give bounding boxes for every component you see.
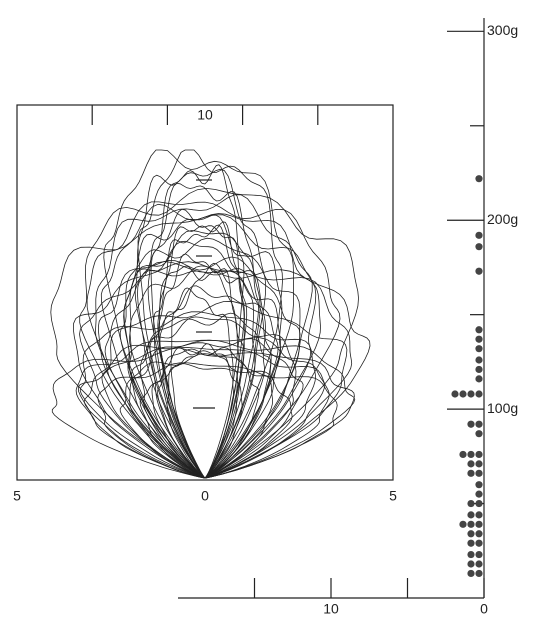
dot	[467, 530, 475, 538]
outline	[137, 208, 245, 479]
dot	[467, 469, 475, 477]
dot	[467, 460, 475, 468]
dot	[475, 356, 483, 364]
outline	[119, 237, 301, 479]
outline	[79, 311, 317, 479]
outline	[159, 287, 234, 479]
dot	[475, 335, 483, 343]
outline	[119, 353, 274, 479]
contour-frame	[16, 104, 394, 481]
top-label: 10	[197, 107, 213, 123]
dot	[475, 175, 483, 183]
outline	[95, 194, 313, 479]
dot	[459, 450, 467, 459]
dot	[467, 560, 475, 568]
outline	[147, 182, 260, 479]
dot	[475, 569, 483, 578]
outline	[79, 187, 359, 479]
dot	[459, 390, 467, 398]
outline	[123, 240, 266, 479]
outline	[150, 164, 245, 479]
dot	[459, 520, 467, 528]
dot	[475, 450, 483, 459]
dot	[475, 530, 483, 538]
dot	[467, 550, 475, 559]
dot	[475, 390, 483, 398]
outline	[137, 149, 283, 479]
dot	[475, 345, 483, 353]
outline	[72, 261, 371, 479]
dot	[475, 490, 483, 498]
dot	[475, 511, 483, 519]
outline	[151, 347, 260, 479]
outline	[51, 347, 330, 479]
outline	[97, 362, 338, 479]
dot	[475, 243, 483, 251]
dot	[475, 267, 483, 275]
x-tick-label: 5	[13, 488, 21, 504]
dot	[467, 511, 475, 519]
dot	[475, 430, 483, 438]
outline	[83, 337, 325, 479]
outline	[157, 347, 243, 479]
dot	[467, 390, 475, 398]
dot	[475, 550, 483, 559]
outline	[86, 201, 341, 479]
x-tick-label: 0	[201, 488, 209, 504]
dot	[451, 390, 459, 398]
outline	[134, 168, 267, 479]
dot	[475, 520, 483, 528]
dot	[475, 481, 483, 489]
dot	[475, 460, 483, 468]
outline	[100, 203, 321, 479]
x-tick-label: 0	[480, 601, 488, 617]
outline	[129, 338, 304, 479]
dot	[467, 539, 475, 547]
dot	[467, 450, 475, 459]
dot	[475, 231, 483, 239]
dot	[475, 499, 483, 508]
dot	[475, 365, 483, 374]
x-tick-label: 10	[323, 601, 339, 617]
y-tick-label: 200g	[487, 211, 518, 227]
dot	[475, 560, 483, 568]
y-tick-label: 100g	[487, 400, 518, 416]
dot	[475, 539, 483, 547]
dot	[475, 326, 483, 334]
dot	[467, 569, 475, 578]
dot	[475, 375, 483, 383]
x-tick-label: 5	[389, 488, 397, 504]
outline	[149, 285, 272, 479]
y-tick-label: 300g	[487, 22, 518, 38]
dot	[467, 499, 475, 508]
dot	[467, 520, 475, 528]
outline	[79, 261, 353, 479]
dot	[475, 420, 483, 428]
outline	[139, 316, 297, 479]
dot	[475, 469, 483, 477]
dot	[467, 420, 475, 428]
